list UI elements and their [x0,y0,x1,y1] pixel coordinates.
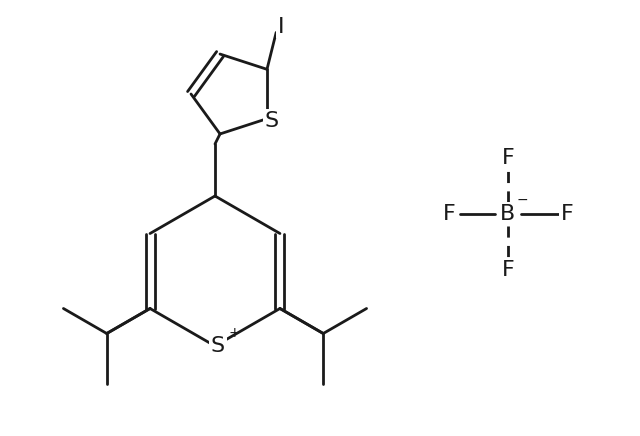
Text: −: − [516,193,528,207]
Text: F: F [502,148,515,168]
Text: S: S [265,111,279,131]
Text: +: + [228,326,240,340]
Text: B: B [500,204,516,224]
Text: F: F [443,204,456,224]
Text: S: S [211,336,225,356]
Text: I: I [278,17,284,37]
Text: F: F [502,260,515,280]
Text: F: F [561,204,573,224]
